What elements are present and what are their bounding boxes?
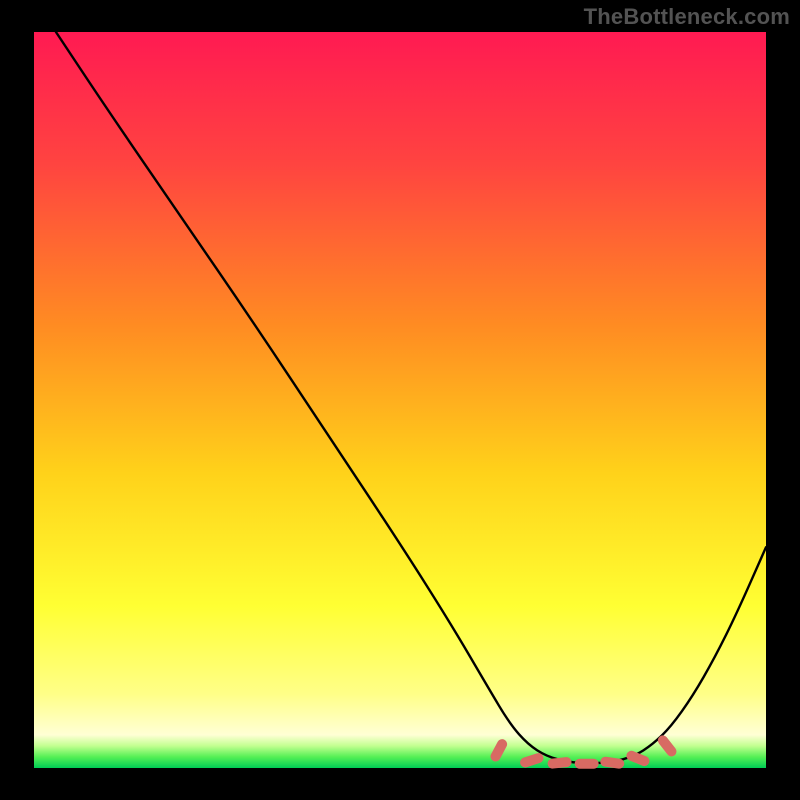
watermark-text: TheBottleneck.com	[584, 4, 790, 30]
figure-stage: TheBottleneck.com	[0, 0, 800, 800]
curve-marker	[575, 759, 599, 769]
curve-marker	[547, 757, 572, 769]
chart-overlay	[0, 0, 800, 800]
curve-marker	[489, 737, 509, 763]
curve-marker	[625, 749, 651, 767]
curve-marker	[656, 733, 679, 758]
bottleneck-curve	[56, 32, 766, 763]
curve-marker	[600, 756, 625, 769]
curve-marker	[519, 752, 545, 769]
